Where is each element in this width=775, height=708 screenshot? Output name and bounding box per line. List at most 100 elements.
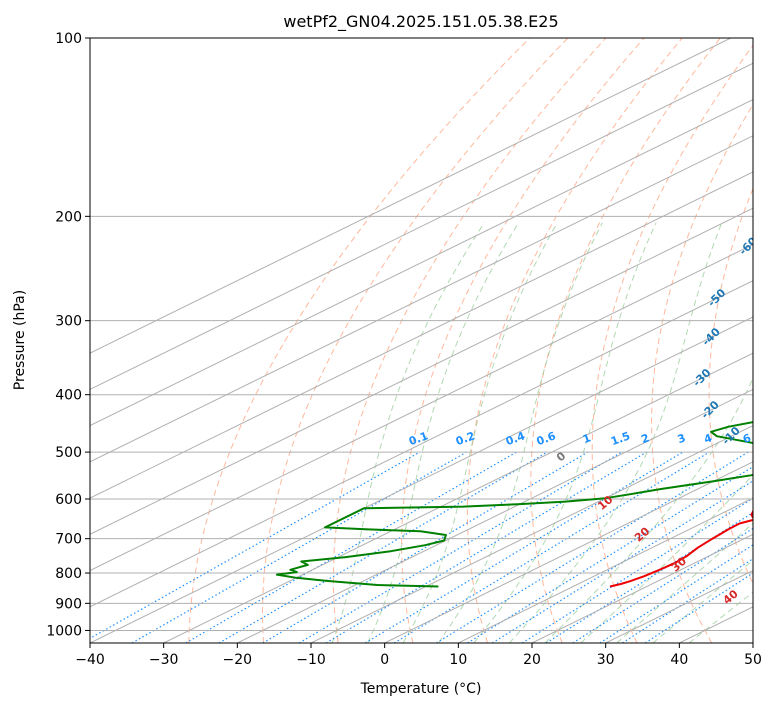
chart-title: wetPf2_GN04.2025.151.05.38.E25 [283, 12, 558, 32]
y-tick-label: 800 [55, 566, 82, 582]
isotherm-line [90, 135, 753, 463]
isotherm-line [531, 533, 753, 643]
x-tick-label: −20 [223, 652, 253, 668]
moist-adiabat [652, 559, 753, 643]
moist-adiabat [544, 376, 753, 643]
moist-adiabat [580, 473, 753, 643]
moist-adiabat [438, 222, 603, 643]
y-axis-label: Pressure (hPa) [12, 290, 28, 390]
x-tick-label: 40 [670, 652, 688, 668]
isotherm-line [90, 243, 753, 572]
x-tick-label: −10 [296, 652, 326, 668]
background-lines [90, 38, 775, 643]
x-tick-label: 30 [597, 652, 615, 668]
isotherm-line [163, 352, 753, 643]
mixing-ratio-label: 3 [676, 431, 688, 446]
isotherm-line [384, 461, 753, 643]
mixing-ratio-label: 2 [639, 431, 651, 446]
plot-frame [89, 37, 754, 644]
mixing-ratio-line [364, 451, 684, 643]
y-tick-label: 900 [55, 596, 82, 612]
isotherm-line [310, 425, 753, 643]
y-axis-ticks: 100 200 300 400 500 600 700 800 900 1000 [46, 31, 90, 639]
isotherm-line [90, 207, 753, 535]
x-tick-label: −40 [75, 652, 105, 668]
moist-adiabat-label: 10 [595, 493, 615, 513]
mixing-ratio-line [262, 451, 589, 643]
dewpoint-line [275, 421, 753, 588]
mixing-ratio-line [599, 544, 753, 643]
y-tick-label: 500 [55, 445, 82, 461]
x-axis-ticks: −40 −30 −20 −10 0 10 20 30 40 50 [75, 643, 762, 668]
isotherm-line [752, 642, 753, 643]
mixing-ratio-label: 0.6 [535, 429, 558, 448]
y-tick-label: 300 [55, 314, 82, 330]
moist-adiabat [616, 522, 753, 643]
dry-adiabat [708, 187, 753, 585]
x-axis-label: Temperature (°C) [360, 681, 482, 697]
y-tick-label: 400 [55, 388, 82, 404]
mixing-ratio-line [131, 451, 467, 643]
isotherm-line [458, 497, 753, 643]
isotherm-line [90, 280, 753, 608]
grid-lines [90, 38, 753, 643]
x-tick-label: 20 [523, 652, 541, 668]
mixing-ratio-label: 1 [581, 431, 593, 446]
mixing-ratio-line [298, 451, 623, 643]
mixing-ratio-label: 0.1 [407, 429, 430, 448]
isotherm-line [90, 62, 753, 390]
mixing-ratio-line [491, 480, 753, 643]
mixing-ratio-label: 6 [741, 431, 753, 446]
mixing-ratio-label: 0.2 [454, 429, 477, 448]
x-tick-label: 50 [744, 652, 762, 668]
x-tick-label: 0 [380, 652, 389, 668]
x-tick-label: −30 [149, 652, 179, 668]
mixing-ratio-line [185, 451, 517, 643]
moist-adiabat-label: 20 [632, 524, 652, 544]
dry-adiabat [401, 38, 645, 643]
y-tick-label: 200 [55, 209, 82, 225]
mixing-ratio-line [218, 451, 548, 643]
isotherm-line [90, 98, 753, 427]
temperature-line [609, 509, 753, 588]
mixing-ratio-line [436, 451, 749, 643]
isotherm-label: -50 [705, 286, 728, 309]
isotherm-line [90, 38, 731, 354]
line-labels: -100-90-80-70-60-50-40-30-20-100.10.20.4… [407, 234, 775, 607]
dry-adiabat [188, 38, 531, 643]
dry-adiabat [651, 103, 753, 643]
isotherm-line [90, 171, 753, 499]
y-tick-label: 100 [55, 31, 82, 47]
dry-adiabat [591, 44, 753, 643]
moist-adiabat [473, 222, 657, 643]
isotherm-line [237, 388, 753, 643]
moist-adiabat [367, 222, 519, 643]
mixing-ratio-label: 1.5 [609, 429, 632, 448]
dry-adiabat [530, 38, 721, 643]
mixing-ratio-line [545, 511, 753, 643]
mixing-ratio-label: 0.4 [504, 429, 527, 448]
mixing-ratio-line [90, 451, 420, 640]
dry-adiabat [765, 38, 775, 643]
moist-adiabat [402, 222, 558, 643]
isotherm-label: -40 [700, 325, 723, 348]
mixing-ratio-label: 8 [770, 431, 775, 446]
y-tick-label: 600 [55, 492, 82, 508]
mixing-ratio-line [467, 466, 753, 643]
y-tick-label: 700 [55, 532, 82, 548]
profile-lines [275, 421, 753, 588]
x-tick-label: 10 [449, 652, 467, 668]
dry-adiabat [466, 38, 683, 643]
isotherm-line [90, 316, 753, 643]
mixing-ratio-line [325, 451, 647, 643]
isotherm-label: -30 [690, 366, 713, 389]
isotherm-label: -20 [699, 398, 722, 421]
moist-adiabat-label: 0 [554, 449, 568, 464]
mixing-ratio-line [393, 451, 710, 643]
y-tick-label: 1000 [46, 623, 82, 639]
mixing-ratio-label: 4 [702, 431, 714, 446]
dry-adiabat [261, 38, 569, 643]
dry-adiabat [332, 38, 607, 643]
isotherm-label: -60 [737, 234, 760, 257]
